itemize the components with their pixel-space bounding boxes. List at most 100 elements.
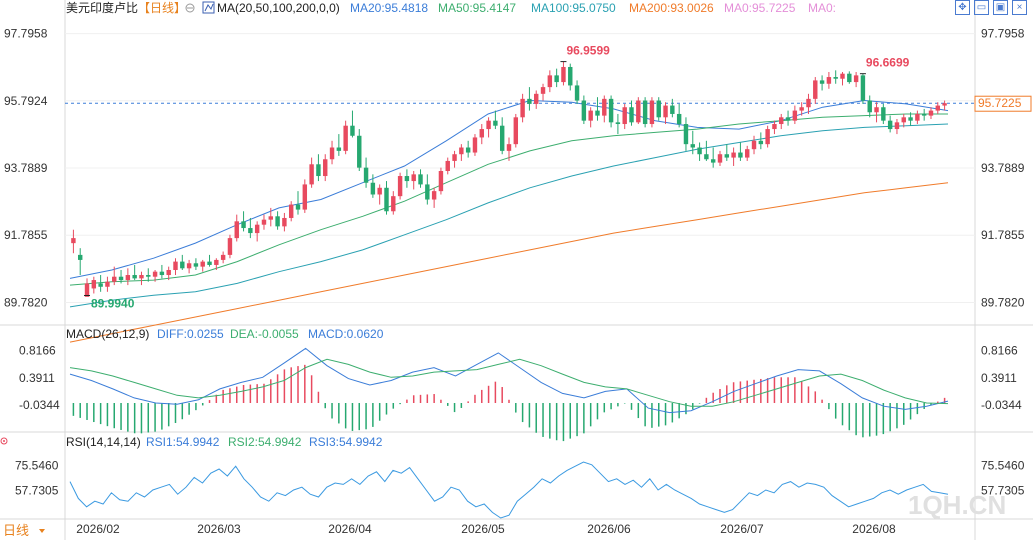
ma100-legend: MA100:95.0750 [531, 1, 616, 15]
watermark: 1QH.CN [908, 490, 1006, 520]
candle [704, 154, 709, 160]
candle [833, 77, 838, 79]
macd-axis-label-right: -0.0344 [981, 398, 1022, 412]
candle [384, 187, 389, 212]
candle [942, 103, 947, 106]
date-axis-label: 2026/03 [197, 522, 241, 536]
price-axis-label-right: 97.7958 [981, 27, 1025, 41]
date-axis-label: 2026/02 [76, 522, 120, 536]
candle [248, 228, 253, 234]
candle [670, 105, 675, 114]
macd-dea-legend: DEA:-0.0055 [230, 327, 299, 341]
fullscreen-icon[interactable]: ✥ [955, 0, 970, 15]
ma20-legend: MA20:95.4818 [350, 1, 428, 15]
candle [608, 98, 614, 123]
candle [663, 105, 668, 118]
candle [826, 77, 832, 84]
candle [112, 276, 117, 282]
candle [200, 261, 205, 267]
candle [431, 191, 437, 200]
candle [227, 238, 233, 255]
candle [241, 221, 246, 229]
price-axis-label-left: 95.7924 [4, 94, 48, 108]
candle [486, 120, 491, 130]
rsi-legend: RSI(14,14,14) RSI1:54.9942 RSI2:54.9942 … [0, 435, 383, 449]
candle [581, 100, 587, 121]
macd-axis-label-left: 0.8166 [19, 344, 56, 358]
candle [207, 261, 212, 265]
candle [77, 254, 83, 260]
candle [683, 124, 689, 145]
rsi1-legend: RSI1:54.9942 [146, 435, 220, 449]
candle [527, 98, 532, 104]
close-icon[interactable]: × [1012, 0, 1027, 15]
candle [724, 154, 730, 158]
candle [411, 174, 416, 182]
price-axis-label-left: 91.7855 [4, 228, 48, 242]
macd-axis-label-left: -0.0344 [19, 398, 60, 412]
main-legend: 美元印度卢比 【日线】 MA(20,50,100,200,0,0) MA20:9… [66, 0, 836, 15]
restore-icon[interactable]: ▣ [993, 0, 1008, 15]
candle [159, 271, 165, 276]
candle [520, 98, 525, 118]
candle [118, 276, 124, 281]
low-price-label: 89.9940 [91, 296, 135, 310]
rsi-line [69, 461, 949, 519]
rsi3-legend: RSI3:54.9942 [309, 435, 383, 449]
settings-circle-icon[interactable] [185, 3, 195, 13]
candle [336, 147, 342, 151]
candle [745, 149, 750, 158]
last-price-tag [974, 95, 1032, 112]
candle [234, 221, 239, 239]
indicator-settings-icon[interactable] [202, 1, 215, 14]
candle [547, 75, 553, 88]
candle [493, 120, 498, 126]
candle [479, 129, 484, 138]
candle [465, 147, 471, 153]
candle [928, 110, 934, 116]
zoom-out-icon[interactable]: ▭ [974, 0, 989, 15]
candle [540, 87, 546, 94]
candle [425, 184, 430, 200]
candle [125, 275, 131, 281]
date-axis-label: 2026/08 [852, 522, 896, 536]
candle [309, 164, 314, 185]
candle [343, 125, 348, 151]
candle [901, 117, 906, 123]
candle [840, 73, 845, 79]
candle [397, 176, 403, 197]
candle [595, 110, 600, 116]
candle [302, 184, 308, 210]
period-dropdown-arrow-icon[interactable] [39, 529, 45, 533]
candle [819, 80, 825, 84]
candle [806, 98, 811, 108]
candle [636, 100, 641, 123]
candle [254, 224, 260, 234]
candle [282, 217, 287, 227]
high-price-label: 96.9599 [566, 44, 610, 58]
candle [98, 283, 103, 287]
price-axis-label-right: 89.7820 [981, 295, 1025, 309]
macd-title: MACD(26,12,9) [66, 327, 149, 341]
candle [765, 129, 770, 145]
candle [329, 147, 335, 160]
candle [91, 280, 97, 289]
candle [881, 107, 886, 121]
high-price-label: 96.6699 [866, 56, 910, 70]
period-tag[interactable]: 【日线】 [138, 1, 186, 15]
period-switch-label[interactable]: 日线 [3, 523, 29, 538]
candle [908, 117, 913, 121]
candle [860, 75, 866, 101]
candle [472, 137, 478, 153]
candle [717, 154, 723, 163]
candle [452, 154, 457, 161]
instrument-title: 美元印度卢比 [66, 0, 138, 15]
candle [676, 113, 682, 125]
candle [363, 167, 369, 183]
macd-axis-label-right: 0.8166 [981, 344, 1018, 358]
candle [438, 171, 444, 192]
price-axis-label-right: 91.7855 [981, 228, 1025, 242]
candle [751, 140, 757, 150]
